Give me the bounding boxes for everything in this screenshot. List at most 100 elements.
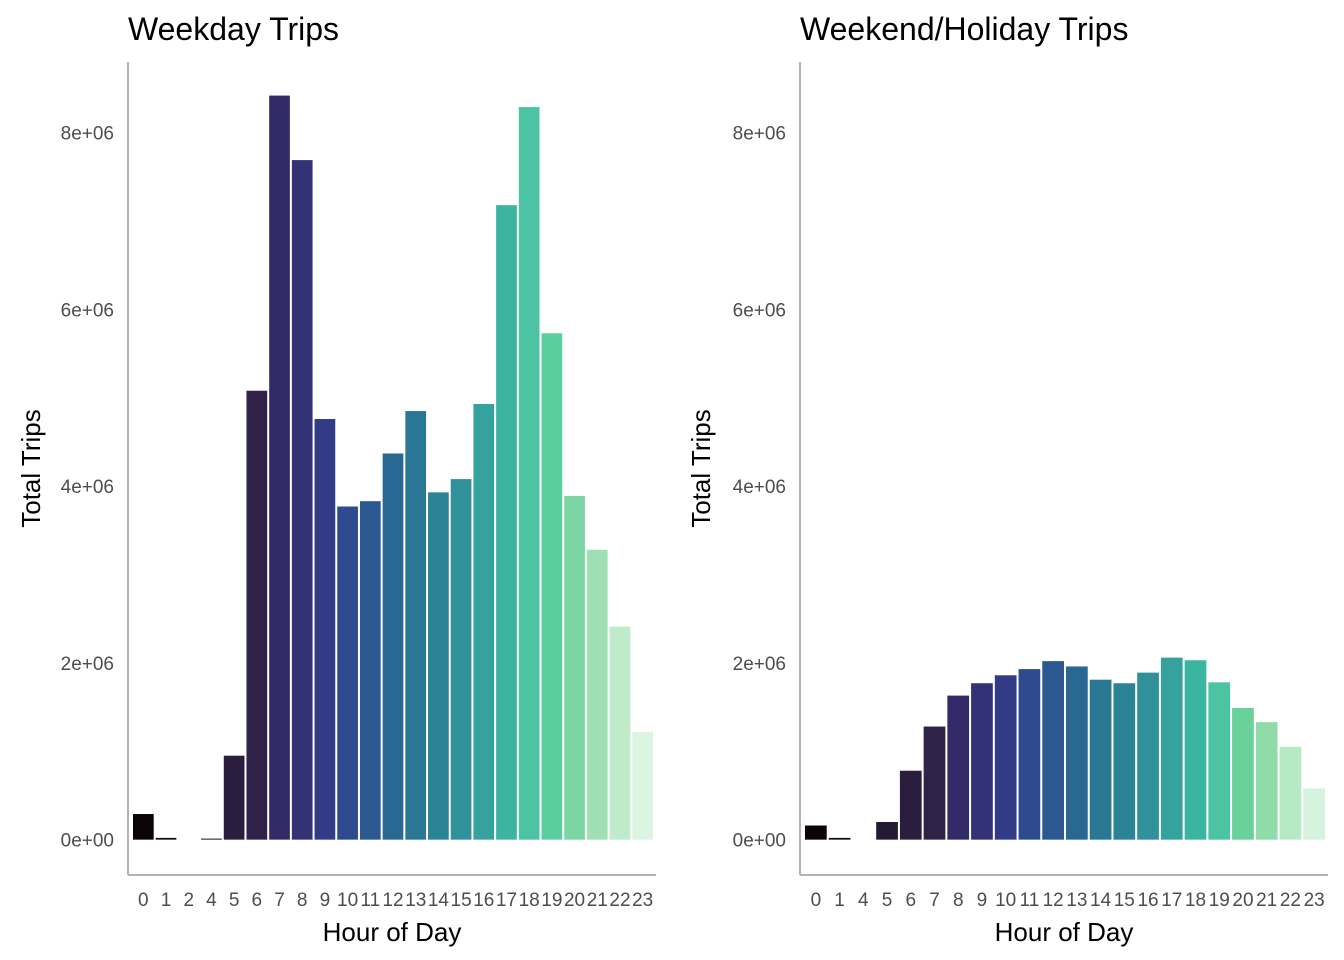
y-tick-label: 0e+00 <box>61 831 114 852</box>
bar-hour-12 <box>382 453 404 840</box>
bar-hour-22 <box>1279 746 1302 840</box>
bar-hour-14 <box>1089 679 1112 840</box>
y-tick-label: 2e+06 <box>61 654 114 675</box>
bar-hour-13 <box>405 411 427 840</box>
x-tick-label: 9 <box>320 890 331 911</box>
bar-hour-1 <box>828 837 851 840</box>
bar-hour-15 <box>450 479 472 840</box>
y-tick-label: 2e+06 <box>733 654 786 675</box>
bar-hour-19 <box>1208 682 1231 840</box>
bar-hour-6 <box>899 770 922 840</box>
x-tick-label: 22 <box>1280 890 1301 911</box>
y-tick-label: 4e+06 <box>61 477 114 498</box>
x-tick-label: 0 <box>811 890 822 911</box>
bar-hour-21 <box>586 549 608 840</box>
x-tick-label: 1 <box>161 890 172 911</box>
x-tick-label: 5 <box>882 890 893 911</box>
x-tick-label: 4 <box>206 890 217 911</box>
x-tick-label: 18 <box>519 890 540 911</box>
bar-hour-5 <box>876 821 898 840</box>
bar-hour-10 <box>337 506 358 840</box>
bar-hour-22 <box>609 626 631 840</box>
x-tick-label: 14 <box>428 890 450 911</box>
bar-hour-15 <box>1113 683 1136 840</box>
x-tick-label: 16 <box>473 890 494 911</box>
x-tick-label: 20 <box>564 890 585 911</box>
chart-title: Weekend/Holiday Trips <box>800 11 1128 47</box>
bar-hour-0 <box>805 825 827 840</box>
x-tick-label: 11 <box>360 890 380 911</box>
y-tick-label: 0e+00 <box>733 831 786 852</box>
y-tick-label: 6e+06 <box>61 300 114 321</box>
x-tick-label: 1 <box>834 890 845 911</box>
chart-title: Weekday Trips <box>128 11 339 47</box>
x-tick-label: 16 <box>1137 890 1158 911</box>
y-tick-label: 8e+06 <box>733 124 786 145</box>
x-tick-label: 13 <box>1066 890 1087 911</box>
y-tick-label: 8e+06 <box>61 124 114 145</box>
x-tick-label: 22 <box>609 890 630 911</box>
x-tick-label: 7 <box>929 890 940 911</box>
bar-hour-9 <box>314 419 336 840</box>
x-tick-label: 23 <box>1304 890 1325 911</box>
bar-hour-16 <box>473 403 495 840</box>
x-tick-label: 15 <box>1114 890 1135 911</box>
x-tick-label: 17 <box>1161 890 1182 911</box>
x-tick-label: 20 <box>1232 890 1253 911</box>
bar-hour-17 <box>1160 657 1183 840</box>
x-tick-label: 4 <box>858 890 869 911</box>
x-tick-label: 18 <box>1185 890 1206 911</box>
x-tick-label: 14 <box>1090 890 1112 911</box>
x-tick-label: 19 <box>1209 890 1230 911</box>
bar-hour-4 <box>201 838 222 840</box>
bar-hour-14 <box>428 492 449 840</box>
bar-hour-18 <box>518 107 540 840</box>
bar-hour-21 <box>1255 722 1278 840</box>
bar-hour-20 <box>564 495 585 840</box>
bar-hour-23 <box>1303 788 1325 840</box>
bar-hour-18 <box>1184 660 1207 840</box>
x-tick-label: 6 <box>905 890 916 911</box>
chart-panel-2: Weekend/Holiday Trips 0e+00 2e+06 4e+06 6e+0… <box>686 11 1328 947</box>
bar-hour-5 <box>223 755 245 840</box>
x-tick-label: 9 <box>977 890 988 911</box>
bar-hour-23 <box>632 731 653 840</box>
x-tick-label: 0 <box>138 890 149 911</box>
y-tick-label: 6e+06 <box>733 300 786 321</box>
bar-hour-7 <box>269 95 290 840</box>
x-tick-label: 23 <box>632 890 653 911</box>
x-tick-label: 8 <box>953 890 964 911</box>
x-tick-label: 12 <box>1043 890 1064 911</box>
y-tick-label: 4e+06 <box>733 477 786 498</box>
bar-hour-20 <box>1232 707 1254 840</box>
chart-panel-1: Weekday Trips 0e+00 2e+06 4e+06 6e+06 8e+06 To… <box>16 11 656 947</box>
x-axis-title: Hour of Day <box>995 917 1134 947</box>
bar-hour-19 <box>541 333 563 840</box>
x-tick-label: 10 <box>995 890 1016 911</box>
x-tick-label: 6 <box>252 890 263 911</box>
x-tick-label: 7 <box>274 890 285 911</box>
bar-hour-10 <box>994 675 1017 840</box>
bar-hour-7 <box>923 726 946 840</box>
bar-hour-8 <box>291 160 313 840</box>
x-tick-label: 11 <box>1020 890 1040 911</box>
bar-hour-11 <box>1018 669 1041 840</box>
x-tick-label: 21 <box>587 890 608 911</box>
x-tick-label: 5 <box>229 890 240 911</box>
x-tick-label: 2 <box>183 890 194 911</box>
bar-hour-9 <box>971 683 993 840</box>
bar-hour-12 <box>1042 661 1064 840</box>
bar-hour-11 <box>359 501 381 840</box>
bar-hour-0 <box>133 814 154 840</box>
x-tick-label: 21 <box>1256 890 1277 911</box>
bar-hour-8 <box>947 695 970 840</box>
bar-hour-17 <box>496 205 517 840</box>
x-tick-label: 12 <box>382 890 403 911</box>
y-axis-title: Total Trips <box>686 409 716 528</box>
x-tick-label: 17 <box>496 890 517 911</box>
x-tick-label: 8 <box>297 890 308 911</box>
x-axis-title: Hour of Day <box>323 917 462 947</box>
x-tick-label: 19 <box>541 890 562 911</box>
bar-hour-16 <box>1137 672 1159 840</box>
bar-hour-6 <box>246 390 268 840</box>
